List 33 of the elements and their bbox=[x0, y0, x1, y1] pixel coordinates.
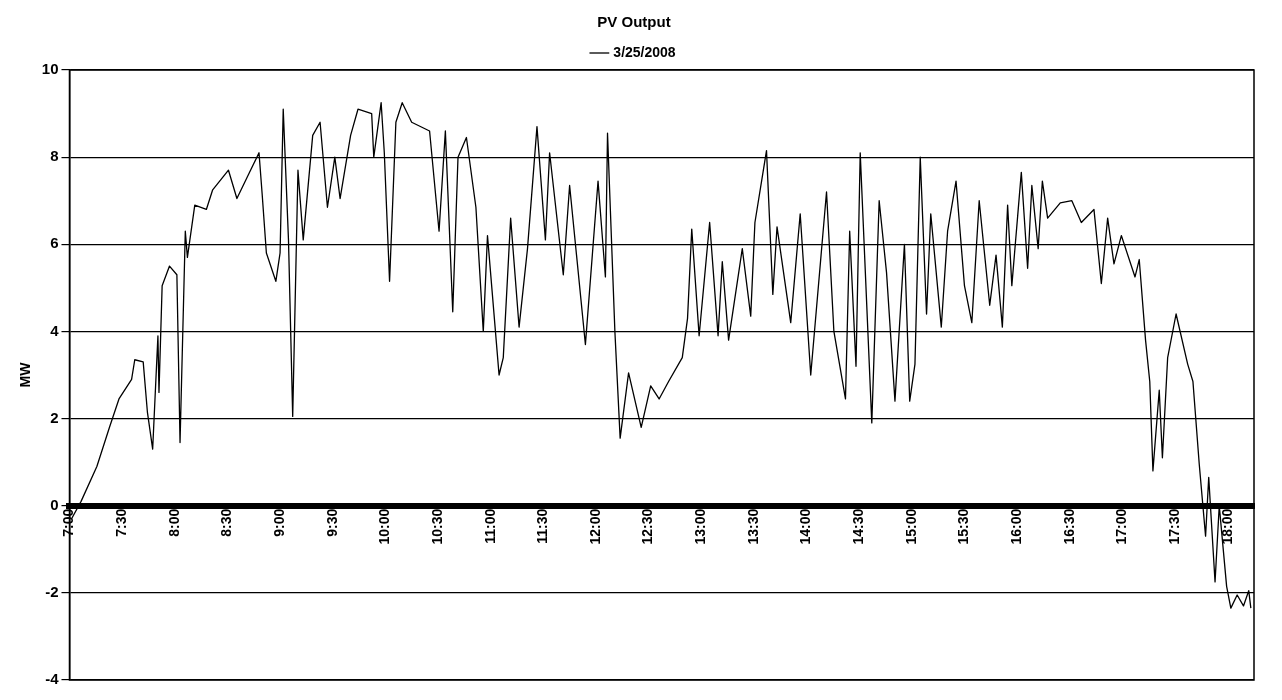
x-tick-label: 12:00 bbox=[586, 508, 603, 545]
x-tick-label: 14:30 bbox=[850, 508, 867, 545]
y-tick-label: 10 bbox=[41, 60, 59, 78]
x-tick-label: 9:00 bbox=[270, 508, 287, 537]
x-tick-label: 11:30 bbox=[534, 508, 551, 544]
chart-title: PV Output bbox=[597, 13, 671, 31]
x-tick-label: 10:30 bbox=[428, 508, 445, 545]
x-tick-label: 13:30 bbox=[744, 508, 761, 545]
x-tick-label: 12:30 bbox=[639, 508, 656, 545]
x-tick-label: 11:00 bbox=[481, 508, 498, 544]
x-tick-label: 18:00 bbox=[1218, 508, 1235, 545]
x-tick-label: 15:30 bbox=[955, 508, 972, 545]
x-tick-label: 17:00 bbox=[1113, 508, 1130, 545]
x-tick-label: 8:00 bbox=[165, 508, 182, 537]
y-axis-title: MW bbox=[17, 361, 34, 388]
x-tick-label: 7:30 bbox=[112, 508, 129, 537]
x-tick-label: 17:30 bbox=[1165, 508, 1182, 545]
x-tick-label: 9:30 bbox=[323, 508, 340, 537]
y-tick-label: 4 bbox=[50, 321, 60, 339]
y-tick-label: 8 bbox=[50, 147, 59, 165]
y-tick-label: 6 bbox=[50, 234, 59, 252]
x-tick-label: 16:30 bbox=[1060, 508, 1077, 545]
x-tick-label: 8:30 bbox=[218, 508, 235, 537]
y-tick-label: 2 bbox=[50, 408, 59, 426]
x-tick-label: 15:00 bbox=[902, 508, 919, 545]
legend-label: 3/25/2008 bbox=[613, 43, 676, 60]
y-tick-label: 0 bbox=[50, 495, 59, 513]
y-tick-label: -2 bbox=[45, 583, 59, 600]
x-tick-label: 14:00 bbox=[797, 508, 814, 545]
x-tick-label: 10:00 bbox=[376, 508, 393, 545]
x-tick-label: 16:00 bbox=[1007, 508, 1024, 545]
x-tick-label: 13:00 bbox=[692, 508, 709, 545]
y-tick-label: -4 bbox=[45, 670, 60, 688]
